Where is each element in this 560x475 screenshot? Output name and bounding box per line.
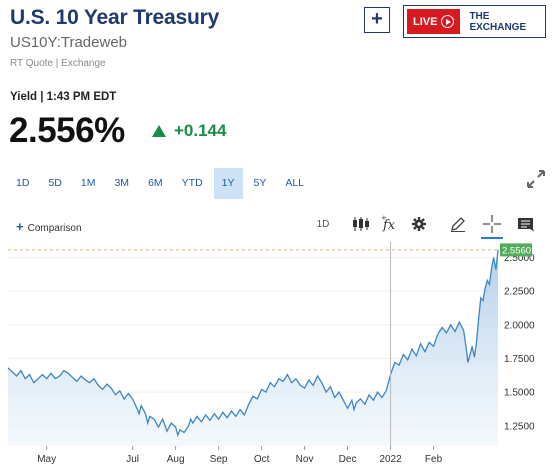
price-change: +0.144 — [152, 121, 226, 141]
x-tick-label: Sep — [210, 454, 228, 465]
y-tick-label: 1.2500 — [504, 421, 535, 432]
expand-icon[interactable] — [525, 168, 547, 190]
y-tick-label: 1.7500 — [504, 354, 535, 365]
x-tick-label: May — [37, 454, 56, 465]
y-tick-label: 1.5000 — [504, 388, 535, 399]
gear-icon[interactable] — [410, 213, 428, 235]
svg-text:+: + — [381, 214, 387, 222]
range-3m[interactable]: 3M — [114, 177, 130, 189]
yield-chart[interactable]: 2.5000 2.2500 2.0000 1.7500 1.5000 1.2500 May… — [0, 240, 560, 475]
change-value: +0.144 — [174, 121, 227, 140]
x-tick-label: Dec — [339, 454, 357, 465]
plus-icon: + — [16, 219, 24, 234]
yield-label: Yield | 1:43 PM EDT — [10, 91, 117, 103]
price-value: 2.556% — [9, 111, 125, 150]
range-all[interactable]: ALL — [285, 177, 305, 189]
x-tick-label: Feb — [425, 454, 443, 465]
ticker-symbol: US10Y:Tradeweb — [10, 34, 128, 51]
range-1y[interactable]: 1Y — [213, 168, 243, 199]
y-tick-label: 2.0000 — [504, 320, 535, 331]
x-tick-label: Nov — [296, 454, 314, 465]
chart-area-fill — [8, 249, 498, 446]
range-ytd[interactable]: YTD — [181, 177, 203, 189]
range-6m[interactable]: 6M — [148, 177, 163, 189]
y-axis: 2.5000 2.2500 2.0000 1.7500 1.5000 1.2500 — [504, 253, 535, 432]
live-badge: LIVE — [407, 9, 461, 34]
last-value-badge: 2.5560 — [500, 243, 532, 257]
add-to-watchlist-button[interactable]: + — [364, 7, 390, 33]
up-arrow-icon — [152, 125, 166, 137]
x-tick-label: 2022 — [379, 454, 402, 465]
x-tick-label: Jul — [126, 454, 139, 465]
x-tick-label: Oct — [254, 454, 270, 465]
exchange-label: THE EXCHANGE — [469, 10, 527, 33]
pencil-icon[interactable] — [449, 213, 467, 235]
time-range-selector: 1D 5D 1M 3M 6M YTD 1Y 5Y ALL — [8, 168, 315, 199]
y-tick-label: 2.2500 — [504, 287, 535, 298]
interval-button[interactable]: 1D — [316, 218, 330, 230]
x-tick-label: Aug — [167, 454, 185, 465]
last-value-label: 2.5560 — [502, 245, 531, 256]
crosshair-icon[interactable] — [481, 213, 503, 235]
quote-source: RT Quote | Exchange — [10, 58, 106, 69]
x-axis: May Jul Aug Sep Oct Nov Dec 2022 Feb — [37, 446, 443, 465]
live-label: LIVE — [413, 15, 438, 28]
range-1d[interactable]: 1D — [16, 177, 30, 189]
fx-icon[interactable]: fx + — [381, 213, 401, 235]
active-tool-indicator — [481, 237, 503, 239]
comparison-label: Comparison — [27, 223, 82, 234]
svg-text:fx: fx — [382, 218, 396, 233]
play-icon — [441, 15, 455, 28]
comparison-button[interactable]: + Comparison — [16, 219, 82, 234]
range-1m[interactable]: 1M — [80, 177, 96, 189]
range-5d[interactable]: 5D — [48, 177, 62, 189]
news-icon[interactable] — [517, 213, 535, 235]
range-5y[interactable]: 5Y — [253, 177, 267, 189]
y-tick-label: 2.5000 — [504, 253, 535, 264]
chart-series-line — [7, 249, 499, 438]
live-exchange-button[interactable]: LIVE THE EXCHANGE — [403, 5, 546, 38]
candlestick-icon[interactable] — [351, 213, 371, 235]
page-title: U.S. 10 Year Treasury — [10, 6, 220, 29]
